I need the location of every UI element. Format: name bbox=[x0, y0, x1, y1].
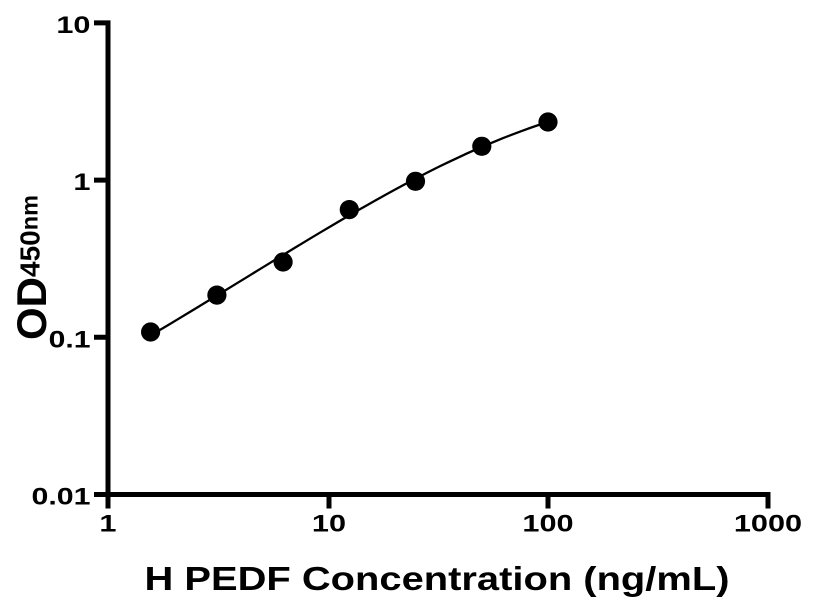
svg-text:0.1: 0.1 bbox=[49, 326, 91, 353]
svg-text:10: 10 bbox=[56, 12, 90, 39]
svg-text:0.01: 0.01 bbox=[32, 484, 91, 511]
svg-text:1000: 1000 bbox=[734, 511, 802, 538]
svg-text:100: 100 bbox=[522, 511, 573, 538]
svg-text:1: 1 bbox=[99, 511, 116, 538]
svg-text:H PEDF Concentration (ng/mL): H PEDF Concentration (ng/mL) bbox=[145, 560, 730, 597]
svg-text:10: 10 bbox=[312, 511, 346, 538]
svg-text:1: 1 bbox=[73, 169, 90, 196]
